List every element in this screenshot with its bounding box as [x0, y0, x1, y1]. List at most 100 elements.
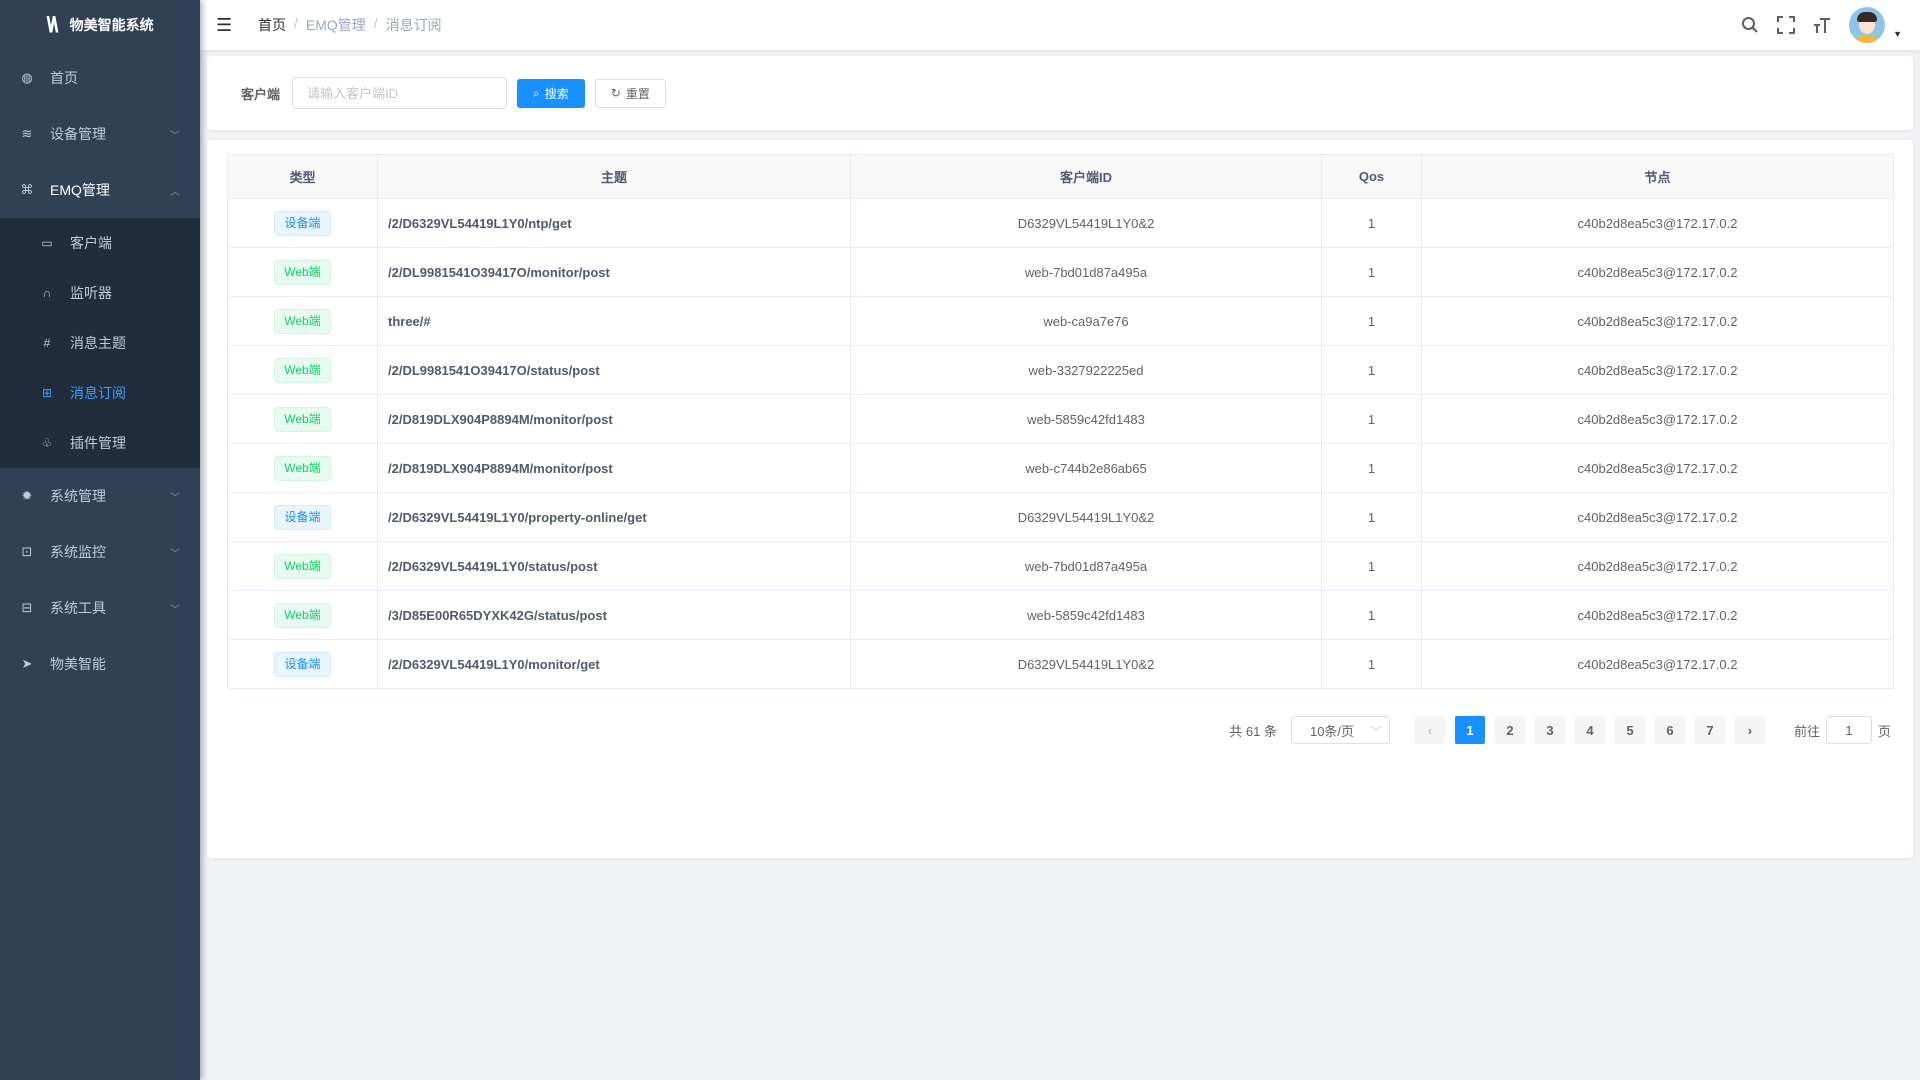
sidebar-item-system[interactable]: ✹ 系统管理 ﹀ [21, 488, 180, 504]
layers-icon: ≋ [21, 126, 33, 141]
hamburger-icon[interactable]: ☰ [216, 14, 233, 35]
breadcrumb-home[interactable]: 首页 [258, 17, 286, 33]
type-tag: Web端 [274, 406, 331, 432]
caret-down-icon[interactable]: ▼ [1893, 29, 1902, 39]
type-cell: 设备端 [227, 198, 378, 248]
chevron-down-icon: ﹀ [170, 130, 180, 142]
gear-icon: ✹ [21, 488, 33, 503]
chevron-up-icon: ︿ [170, 186, 180, 198]
qos-cell: 1 [1321, 198, 1422, 248]
client-id-cell: web-3327922225ed [850, 345, 1322, 395]
topic-cell: /2/D6329VL54419L1Y0/property-online/get [377, 492, 851, 542]
headphones-icon: ∩ [42, 286, 52, 300]
avatar[interactable] [1849, 7, 1886, 43]
table-row: Web端 /3/D85E00R65DYXK42G/status/post web… [227, 590, 1894, 640]
sidebar-item-plugins[interactable]: ♧ 插件管理 [41, 435, 126, 451]
client-id-cell: D6329VL54419L1Y0&2 [850, 639, 1322, 689]
type-tag: Web端 [274, 553, 331, 579]
subscriptions-table: 类型 主题 客户端ID Qos 节点 设备端 /2/D6329VL54419L1… [227, 154, 1894, 689]
column-header-qos: Qos [1321, 154, 1422, 199]
page-4-button[interactable]: 4 [1574, 716, 1605, 744]
type-tag: Web端 [274, 455, 331, 481]
topic-cell: /2/DL9981541O39417O/monitor/post [377, 247, 851, 297]
search-button[interactable]: ⌕ 搜索 [517, 78, 585, 108]
node-cell: c40b2d8ea5c3@172.17.0.2 [1421, 198, 1894, 248]
logo-icon: \/\ [46, 12, 58, 37]
column-header-topic: 主题 [377, 154, 851, 199]
topic-cell: /2/DL9981541O39417O/status/post [377, 345, 851, 395]
goto-page-input[interactable] [1825, 716, 1872, 744]
client-id-cell: web-7bd01d87a495a [850, 247, 1322, 297]
sidebar-item-topics[interactable]: # 消息主题 [0, 318, 200, 368]
page-3-button[interactable]: 3 [1534, 716, 1565, 744]
client-id-cell: D6329VL54419L1Y0&2 [850, 492, 1322, 542]
page-5-button[interactable]: 5 [1614, 716, 1645, 744]
chevron-down-icon: ﹀ [170, 604, 180, 616]
node-cell: c40b2d8ea5c3@172.17.0.2 [1421, 639, 1894, 689]
network-icon: ⌘ [20, 182, 34, 197]
sidebar-item-tools[interactable]: ⊟ 系统工具 ﹀ [21, 600, 180, 616]
sidebar-item-emq[interactable]: ⌘ EMQ管理 ︿ [20, 182, 181, 198]
right-menu: ▼ [1741, 0, 1902, 50]
type-tag: Web端 [274, 357, 331, 383]
client-id-cell: web-7bd01d87a495a [850, 541, 1322, 591]
type-tag: Web端 [274, 602, 331, 628]
node-cell: c40b2d8ea5c3@172.17.0.2 [1421, 590, 1894, 640]
node-cell: c40b2d8ea5c3@172.17.0.2 [1421, 443, 1894, 493]
topic-cell: /3/D85E00R65DYXK42G/status/post [377, 590, 851, 640]
font-size-icon[interactable] [1813, 16, 1831, 34]
search-icon[interactable] [1741, 16, 1759, 34]
sidebar-item-subscriptions[interactable]: ⊞ 消息订阅 [41, 385, 126, 401]
table-row: 设备端 /2/D6329VL54419L1Y0/ntp/get D6329VL5… [227, 198, 1894, 248]
toolbox-icon: ⊟ [21, 600, 33, 615]
breadcrumb-emq: EMQ管理 [305, 17, 366, 33]
page-2-button[interactable]: 2 [1494, 716, 1525, 744]
app-title: 物美智能系统 [69, 17, 154, 33]
fullscreen-icon[interactable] [1777, 16, 1796, 34]
topic-cell: three/# [377, 296, 851, 346]
type-tag: Web端 [274, 259, 331, 285]
sidebar-item-monitor[interactable]: ⊡ 系统监控 ﹀ [21, 544, 180, 560]
table-row: Web端 /2/DL9981541O39417O/status/post web… [227, 345, 1894, 395]
page-6-button[interactable]: 6 [1654, 716, 1685, 744]
page-7-button[interactable]: 7 [1694, 716, 1725, 744]
dashboard-icon: ◍ [21, 70, 33, 85]
column-header-node: 节点 [1421, 154, 1894, 199]
sidebar-item-device[interactable]: ≋ 设备管理 ﹀ [21, 126, 180, 142]
type-cell: Web端 [227, 345, 378, 395]
qos-cell: 1 [1321, 590, 1422, 640]
qos-cell: 1 [1321, 296, 1422, 346]
logo[interactable]: \/\ 物美智能系统 [0, 0, 200, 50]
next-page-button[interactable]: › [1734, 716, 1765, 744]
node-cell: c40b2d8ea5c3@172.17.0.2 [1421, 345, 1894, 395]
search-form: 客户端 ⌕搜索 ↻重置 [207, 56, 1913, 130]
node-cell: c40b2d8ea5c3@172.17.0.2 [1421, 541, 1894, 591]
sidebar-item-home[interactable]: ◍ 首页 [21, 70, 78, 86]
type-cell: Web端 [227, 247, 378, 297]
paper-plane-icon: ➤ [21, 656, 33, 671]
client-id-cell: web-ca9a7e76 [850, 296, 1322, 346]
reset-button[interactable]: ↻ 重置 [594, 78, 666, 108]
table-row: 设备端 /2/D6329VL54419L1Y0/monitor/get D632… [227, 639, 1894, 689]
sidebar-item-listeners[interactable]: ∩ 监听器 [0, 268, 200, 318]
goto-label: 前往 [1793, 723, 1820, 739]
chart-monitor-icon: ⊡ [21, 544, 33, 559]
page-1-button[interactable]: 1 [1454, 716, 1485, 744]
table-row: Web端 /2/D6329VL54419L1Y0/status/post web… [227, 541, 1894, 591]
sidebar-item-clients[interactable]: ▭ 客户端 [41, 235, 112, 251]
type-cell: Web端 [227, 296, 378, 346]
search-icon: ⌕ [533, 85, 540, 100]
prev-page-button[interactable]: ‹ [1414, 716, 1445, 744]
type-cell: Web端 [227, 443, 378, 493]
type-cell: 设备端 [227, 639, 378, 689]
table-row: Web端 /2/D819DLX904P8894M/monitor/post we… [227, 394, 1894, 444]
client-id-input[interactable] [292, 77, 508, 109]
qos-cell: 1 [1321, 639, 1422, 689]
qos-cell: 1 [1321, 247, 1422, 297]
sidebar-item-wumei[interactable]: ➤ 物美智能 [21, 656, 106, 672]
type-cell: Web端 [227, 541, 378, 591]
type-tag: Web端 [274, 308, 331, 334]
page-size-select[interactable]: 10条/页 ﹀ [1290, 716, 1390, 744]
client-id-cell: D6329VL54419L1Y0&2 [850, 198, 1322, 248]
